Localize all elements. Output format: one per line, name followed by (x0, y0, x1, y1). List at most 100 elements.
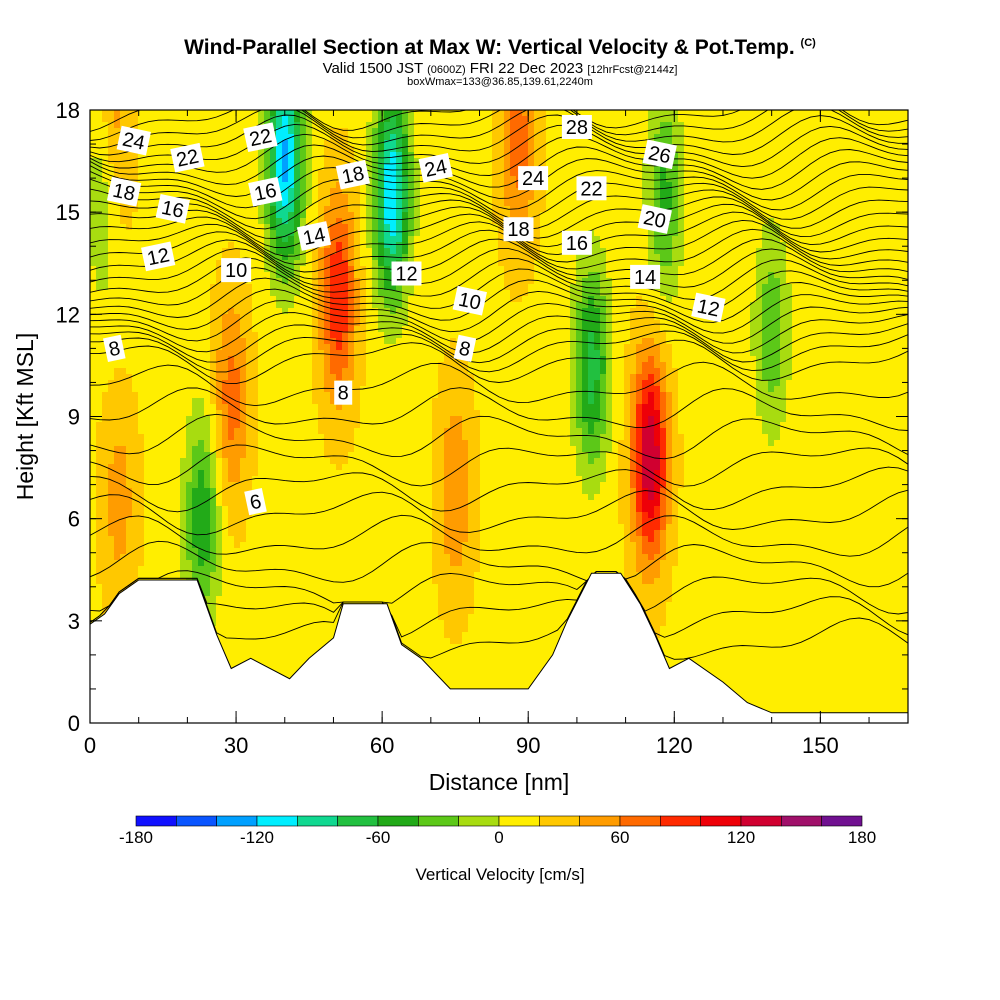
field-cell (324, 128, 331, 135)
field-cell (690, 236, 697, 243)
field-cell (336, 218, 343, 225)
field-cell (822, 230, 829, 237)
field-cell (714, 284, 721, 291)
field-cell (144, 302, 151, 309)
field-cell (216, 236, 223, 243)
field-cell (300, 128, 307, 135)
field-cell (900, 290, 907, 297)
field-cell (672, 272, 679, 279)
field-cell (804, 314, 811, 321)
field-cell (450, 254, 457, 261)
field-cell (870, 302, 877, 309)
field-cell (318, 278, 325, 285)
field-cell (792, 146, 799, 153)
field-cell (882, 152, 889, 159)
field-cell (558, 188, 565, 195)
field-cell (726, 230, 733, 237)
field-cell (828, 254, 835, 261)
field-cell (822, 308, 829, 315)
field-cell (498, 146, 505, 153)
field-cell (216, 308, 223, 315)
field-cell (642, 194, 649, 201)
field-cell (714, 236, 721, 243)
field-cell (150, 152, 157, 159)
field-cell (600, 158, 607, 165)
field-cell (702, 224, 709, 231)
field-cell (318, 128, 325, 135)
field-cell (414, 188, 421, 195)
field-cell (258, 212, 265, 219)
field-cell (138, 260, 145, 267)
field-cell (342, 284, 349, 291)
field-cell (186, 110, 193, 117)
field-cell (846, 152, 853, 159)
field-cell (858, 254, 865, 261)
field-cell (762, 254, 769, 261)
field-cell (720, 284, 727, 291)
field-cell (732, 164, 739, 171)
field-cell (366, 218, 373, 225)
field-cell (438, 176, 445, 183)
field-cell (858, 236, 865, 243)
field-cell (522, 188, 529, 195)
field-cell (150, 182, 157, 189)
field-cell (144, 146, 151, 153)
field-cell (882, 260, 889, 267)
field-cell (378, 326, 385, 333)
field-cell (636, 128, 643, 135)
field-cell (144, 296, 151, 303)
field-cell (684, 308, 691, 315)
field-cell (906, 110, 908, 117)
field-cell (702, 260, 709, 267)
field-cell (666, 170, 673, 177)
field-cell (774, 260, 781, 267)
field-cell (198, 200, 205, 207)
field-cell (324, 116, 331, 123)
field-cell (198, 314, 205, 321)
field-cell (120, 230, 127, 237)
field-cell (114, 308, 121, 315)
field-cell (240, 164, 247, 171)
field-cell (552, 116, 559, 123)
field-cell (894, 272, 901, 279)
field-cell (618, 188, 625, 195)
field-cell (222, 146, 229, 153)
field-cell (450, 158, 457, 165)
field-cell (612, 218, 619, 225)
field-cell (642, 320, 649, 327)
field-cell (168, 122, 175, 129)
field-cell (222, 134, 229, 141)
field-cell (354, 158, 361, 165)
field-cell (96, 176, 103, 183)
field-cell (774, 212, 781, 219)
field-cell (864, 122, 871, 129)
field-cell (156, 140, 163, 147)
field-cell (732, 314, 739, 321)
field-cell (792, 128, 799, 135)
field-cell (594, 110, 601, 117)
field-cell (660, 200, 667, 207)
field-cell (426, 224, 433, 231)
field-cell (864, 248, 871, 255)
field-cell (486, 314, 493, 321)
field-cell (102, 128, 109, 135)
field-cell (222, 302, 229, 309)
field-cell (780, 164, 787, 171)
field-cell (618, 158, 625, 165)
field-cell (288, 152, 295, 159)
field-cell (102, 146, 109, 153)
field-cell (294, 122, 301, 129)
field-cell (756, 182, 763, 189)
field-cell (774, 218, 781, 225)
field-cell (438, 242, 445, 249)
field-cell (282, 116, 289, 123)
field-cell (612, 314, 619, 321)
field-cell (90, 230, 97, 237)
field-cell (666, 128, 673, 135)
field-cell (792, 254, 799, 261)
field-cell (558, 212, 565, 219)
field-cell (888, 236, 895, 243)
field-cell (828, 260, 835, 267)
field-cell (210, 212, 217, 219)
field-cell (786, 296, 793, 303)
